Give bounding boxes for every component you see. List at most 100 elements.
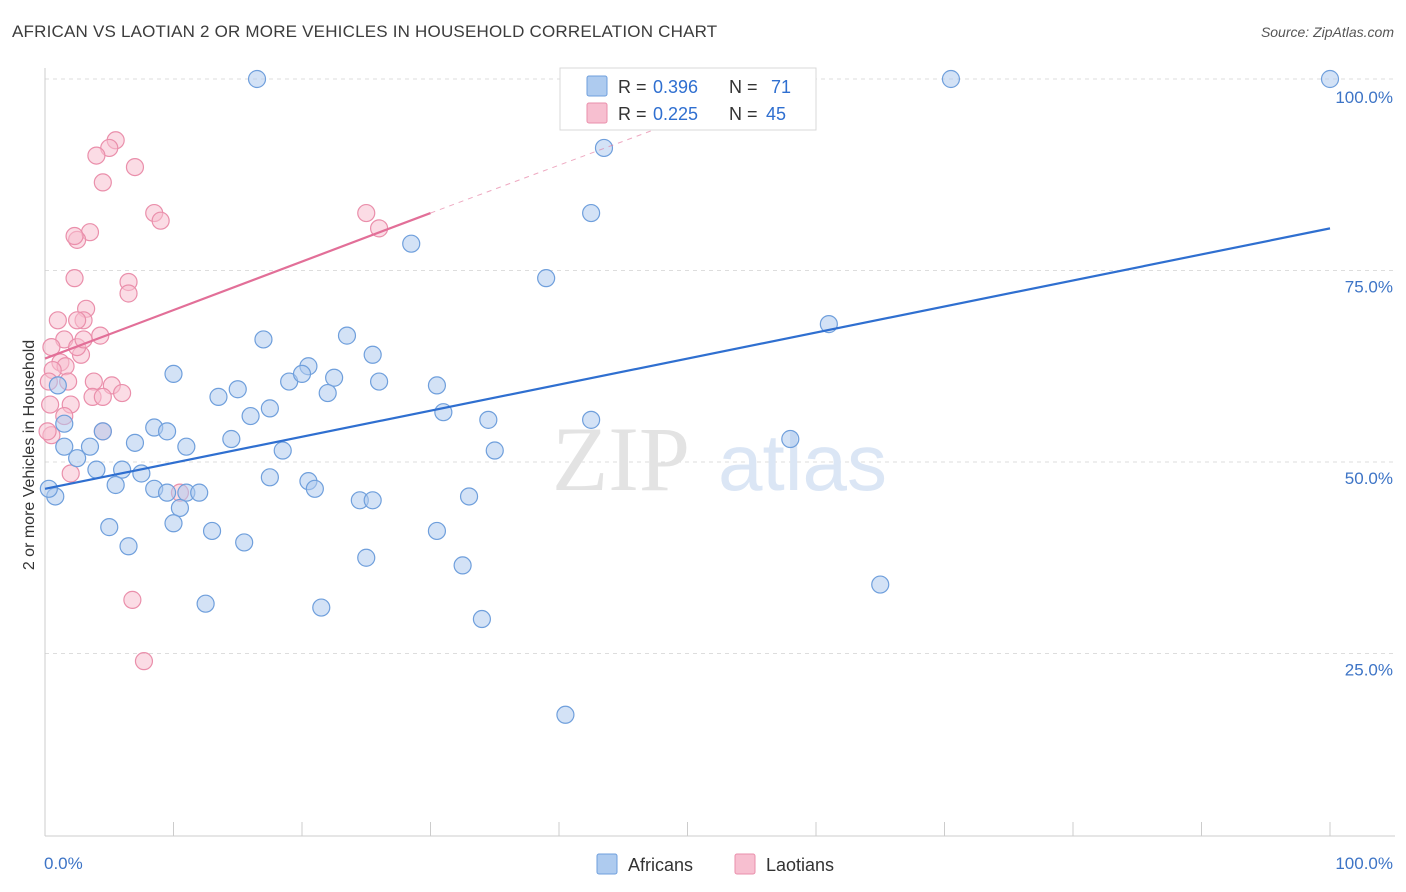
y-tick-label: 25.0% bbox=[1345, 661, 1393, 680]
african-point bbox=[312, 598, 331, 617]
african-point bbox=[273, 441, 292, 460]
legend-africans-r-value: 0.396 bbox=[653, 77, 698, 97]
african-point bbox=[119, 537, 138, 556]
laotian-point bbox=[68, 311, 87, 330]
african-point bbox=[427, 376, 447, 395]
legend-laotians-r-value: 0.225 bbox=[653, 104, 698, 124]
african-point bbox=[472, 609, 491, 629]
african-point bbox=[106, 475, 125, 495]
african-point bbox=[941, 69, 961, 89]
bottom-legend-africans-swatch bbox=[596, 853, 618, 875]
y-tick-label: 50.0% bbox=[1345, 469, 1393, 488]
african-point bbox=[453, 556, 472, 575]
african-point bbox=[781, 429, 800, 449]
african-point bbox=[292, 364, 312, 384]
african-point bbox=[594, 138, 614, 158]
african-point bbox=[100, 518, 119, 537]
african-point bbox=[357, 548, 376, 567]
african-point bbox=[871, 575, 890, 594]
african-point bbox=[582, 410, 601, 429]
african-point bbox=[164, 364, 183, 384]
african-point bbox=[55, 437, 74, 456]
african-point bbox=[582, 203, 601, 223]
africans-points bbox=[39, 69, 1340, 724]
legend-africans-n-value: 71 bbox=[771, 77, 791, 97]
african-point bbox=[479, 410, 498, 429]
african-point bbox=[318, 383, 337, 403]
africans-trend-line bbox=[44, 227, 1331, 490]
laotian-point bbox=[151, 211, 170, 230]
laotian-point bbox=[61, 464, 80, 483]
laotian-point bbox=[41, 395, 60, 414]
grid-lines bbox=[45, 78, 1395, 654]
chart-title: AFRICAN VS LAOTIAN 2 OR MORE VEHICLES IN… bbox=[12, 22, 718, 41]
x-tick-labels: 0.0% 100.0% bbox=[44, 854, 1393, 873]
african-point bbox=[537, 269, 556, 288]
african-point bbox=[209, 387, 228, 406]
x-tick-label: 0.0% bbox=[44, 854, 83, 873]
laotian-point bbox=[134, 652, 154, 671]
legend-africans-n-label: N = bbox=[729, 77, 758, 97]
y-tick-label: 75.0% bbox=[1345, 278, 1393, 297]
series-legend: Africans Laotians bbox=[596, 853, 834, 875]
african-point bbox=[177, 437, 196, 456]
african-point bbox=[93, 422, 112, 441]
trend-lines bbox=[44, 116, 1331, 490]
laotian-point bbox=[112, 383, 132, 403]
laotian-point bbox=[38, 422, 57, 441]
watermark-atlas: atlas bbox=[718, 418, 887, 507]
african-point bbox=[325, 368, 344, 387]
african-point bbox=[202, 521, 222, 541]
y-tick-labels: 25.0% 50.0% 75.0% 100.0% bbox=[1335, 88, 1393, 680]
laotian-point bbox=[125, 157, 145, 177]
laotian-point bbox=[84, 372, 103, 391]
laotians-trend-line bbox=[44, 212, 431, 360]
laotian-point bbox=[48, 311, 67, 330]
african-point bbox=[235, 533, 254, 552]
laotian-point bbox=[93, 387, 112, 406]
laotian-point bbox=[93, 173, 112, 192]
laotian-point bbox=[119, 284, 138, 303]
african-point bbox=[190, 483, 209, 502]
african-point bbox=[260, 468, 279, 487]
x-tick-label: 100.0% bbox=[1335, 854, 1393, 873]
bottom-legend-africans-label: Africans bbox=[628, 855, 693, 875]
laotian-point bbox=[87, 146, 106, 165]
african-point bbox=[370, 372, 389, 391]
african-point bbox=[80, 437, 100, 456]
legend-laotians-swatch bbox=[586, 102, 608, 124]
correlation-legend: R = 0.396 N = 71 R = 0.225 N = 45 bbox=[559, 67, 817, 131]
african-point bbox=[260, 399, 279, 418]
african-point bbox=[1320, 69, 1340, 89]
african-point bbox=[305, 479, 324, 498]
african-point bbox=[363, 345, 382, 364]
african-point bbox=[556, 705, 575, 724]
african-point bbox=[337, 326, 357, 345]
legend-laotians-r-label: R = bbox=[618, 104, 647, 124]
legend-africans-swatch bbox=[586, 75, 608, 97]
african-point bbox=[157, 483, 177, 502]
african-point bbox=[87, 460, 106, 479]
laotian-point bbox=[65, 269, 84, 288]
african-point bbox=[112, 460, 132, 479]
african-point bbox=[68, 449, 87, 468]
african-point bbox=[222, 429, 241, 449]
watermark-zip: ZIP bbox=[552, 408, 690, 510]
y-tick-label: 100.0% bbox=[1335, 88, 1393, 107]
african-point bbox=[228, 380, 247, 399]
african-point bbox=[48, 376, 67, 395]
laotian-point bbox=[123, 590, 142, 609]
african-point bbox=[157, 422, 177, 441]
african-point bbox=[485, 441, 504, 460]
laotian-point bbox=[74, 330, 93, 349]
legend-laotians-n-label: N = bbox=[729, 104, 758, 124]
x-tick-marks bbox=[44, 822, 1331, 836]
laotian-point bbox=[357, 203, 376, 223]
african-point bbox=[196, 594, 215, 613]
african-point bbox=[427, 521, 447, 541]
african-point bbox=[55, 414, 74, 433]
african-point bbox=[241, 406, 260, 426]
african-point bbox=[247, 69, 267, 89]
laotian-point bbox=[65, 226, 84, 246]
